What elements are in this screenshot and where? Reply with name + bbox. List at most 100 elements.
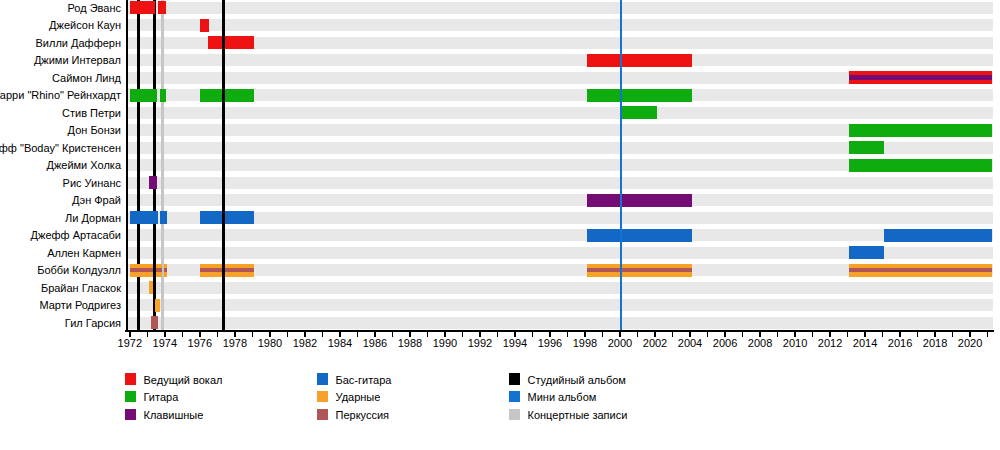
legend-swatch-mini [509, 391, 521, 403]
row-band [127, 2, 993, 14]
axis-tick [497, 332, 499, 337]
legend-swatch-guitar [125, 391, 137, 403]
bar-segment [849, 141, 884, 154]
bar-segment [130, 1, 155, 14]
member-name-label: Марти Родригез [39, 299, 121, 311]
axis-tick [199, 332, 201, 337]
row-band [127, 177, 993, 189]
member-name-label: Джими Интервал [34, 54, 121, 66]
axis-tick [392, 332, 394, 337]
bar-segment [158, 1, 166, 14]
axis-tick [794, 332, 796, 337]
axis-tick [707, 332, 709, 337]
axis-tick [567, 332, 569, 337]
axis-tick-label: 1992 [468, 337, 492, 349]
axis-tick [952, 332, 954, 337]
axis-tick [514, 332, 516, 337]
axis-tick [304, 332, 306, 337]
bar-segment [587, 194, 692, 207]
axis-tick-label: 2014 [853, 337, 877, 349]
row-band [127, 19, 993, 31]
bar-segment [155, 299, 159, 312]
axis-tick-label: 1994 [503, 337, 527, 349]
member-name-label: Вилли Дафферн [36, 37, 122, 49]
bar-segment [849, 159, 993, 172]
axis-tick-label: 2010 [783, 337, 807, 349]
member-name-label: Джефф Артасаби [31, 229, 121, 241]
bar-stripe [130, 268, 154, 273]
member-name-label: Аллен Кармен [47, 247, 121, 259]
axis-tick [147, 332, 149, 337]
legend-label-drums: Ударные [336, 391, 381, 403]
bar-segment [156, 264, 161, 277]
member-name-label: Стив Петри [62, 107, 121, 119]
bar-stripe [849, 268, 993, 273]
member-name-label: Рис Уинанс [63, 177, 121, 189]
album-line-studio [137, 0, 140, 330]
row-band [127, 194, 993, 206]
bar-stripe [849, 75, 993, 80]
axis-tick-label: 1984 [328, 337, 352, 349]
bar-segment [160, 89, 166, 102]
row-band [127, 212, 993, 224]
axis-tick [759, 332, 761, 337]
axis-tick [374, 332, 376, 337]
axis-tick-label: 2004 [678, 337, 702, 349]
bar-segment [884, 229, 993, 242]
axis-tick-label: 1978 [223, 337, 247, 349]
member-name-label: Бобби Колдуэлл [37, 264, 121, 276]
bar-stripe [164, 268, 167, 273]
bar-segment [849, 246, 884, 259]
axis-tick [164, 332, 166, 337]
legend-label-guitar: Гитара [144, 391, 179, 403]
bar-segment [160, 211, 167, 224]
member-name-label: Брайан Гласкок [41, 282, 121, 294]
member-name-label: Саймон Линд [52, 72, 121, 84]
member-name-label: Джейми Холка [46, 159, 121, 171]
row-band [127, 37, 993, 49]
member-name-label: Ларри "Rhino" Рейнхардт [0, 89, 121, 101]
legend-label-keyboards: Клавишные [144, 409, 204, 421]
bar-segment [130, 211, 158, 224]
axis-tick [689, 332, 691, 337]
axis-tick-label: 1996 [538, 337, 562, 349]
axis-tick [654, 332, 656, 337]
bar-segment [849, 71, 993, 84]
axis-tick [917, 332, 919, 337]
axis-tick-label: 1990 [433, 337, 457, 349]
axis-tick [829, 332, 831, 337]
axis-tick [252, 332, 254, 337]
row-band [127, 54, 993, 66]
bar-segment [208, 36, 254, 49]
axis-tick-label: 1976 [188, 337, 212, 349]
row-band [127, 107, 993, 119]
bar-segment [587, 54, 692, 67]
bar-segment [587, 264, 692, 277]
legend-swatch-drums [317, 391, 329, 403]
axis-tick-label: 2016 [888, 337, 912, 349]
axis-tick-label: 2006 [713, 337, 737, 349]
member-name-label: Род Эванс [67, 2, 121, 14]
legend-label-concert: Концертные записи [528, 409, 628, 421]
axis-tick [357, 332, 359, 337]
member-name-label: Джейсон Каун [49, 19, 121, 31]
bar-stripe [200, 268, 253, 273]
album-line-studio [153, 0, 156, 330]
bar-stripe [587, 268, 692, 273]
legend-swatch-vocals [125, 373, 137, 385]
member-name-label: Дэн Фрай [72, 194, 121, 206]
axis-tick [969, 332, 971, 337]
bar-segment [130, 89, 157, 102]
bar-segment [849, 124, 993, 137]
axis-tick-label: 2000 [608, 337, 632, 349]
y-axis-line [126, 0, 128, 332]
bar-segment [587, 229, 692, 242]
axis-tick-label: 2020 [958, 337, 982, 349]
legend-swatch-concert [509, 409, 521, 421]
row-band [127, 299, 993, 311]
axis-tick-label: 1974 [153, 337, 177, 349]
album-line-mini [620, 0, 623, 330]
axis-tick [637, 332, 639, 337]
bar-segment [200, 211, 253, 224]
bar-segment [621, 106, 657, 119]
